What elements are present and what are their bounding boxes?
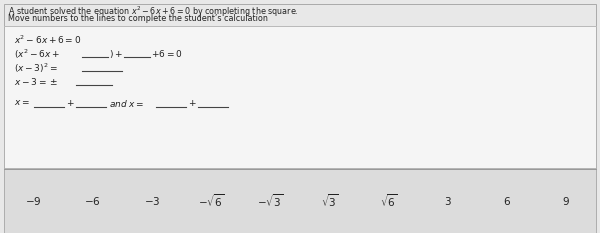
Text: $+$: $+$ bbox=[66, 98, 74, 108]
Text: and $x=$: and $x=$ bbox=[109, 98, 145, 109]
Text: $(x^2-6x+$: $(x^2-6x+$ bbox=[14, 48, 60, 62]
Text: $-6$: $-6$ bbox=[85, 195, 101, 207]
Text: $x^2-6x+6=0$: $x^2-6x+6=0$ bbox=[14, 34, 81, 46]
Bar bbox=[4, 169, 596, 233]
Text: Move numbers to the lines to complete the student’s calculation: Move numbers to the lines to complete th… bbox=[8, 14, 268, 23]
Text: $-\sqrt{6}$: $-\sqrt{6}$ bbox=[198, 193, 224, 209]
Text: $-9$: $-9$ bbox=[25, 195, 42, 207]
Text: $6$: $6$ bbox=[503, 195, 511, 207]
Text: $9$: $9$ bbox=[562, 195, 571, 207]
Text: A student solved the equation $x^2 - 6x + 6 = 0$ by completing the square.: A student solved the equation $x^2 - 6x … bbox=[8, 5, 299, 19]
Text: $(x-3)^2=$: $(x-3)^2=$ bbox=[14, 62, 58, 75]
Text: $\sqrt{3}$: $\sqrt{3}$ bbox=[321, 193, 338, 209]
Text: $\sqrt{6}$: $\sqrt{6}$ bbox=[380, 193, 398, 209]
Text: $x=$: $x=$ bbox=[14, 98, 30, 107]
Text: $+6=0$: $+6=0$ bbox=[151, 48, 182, 59]
Text: $+$: $+$ bbox=[188, 98, 197, 108]
Text: $)+$: $)+$ bbox=[109, 48, 123, 60]
Text: $x-3=\pm$: $x-3=\pm$ bbox=[14, 76, 58, 87]
Bar bbox=[4, 26, 596, 168]
Text: $3$: $3$ bbox=[444, 195, 452, 207]
Text: $-3$: $-3$ bbox=[144, 195, 160, 207]
Text: $-\sqrt{3}$: $-\sqrt{3}$ bbox=[257, 193, 284, 209]
